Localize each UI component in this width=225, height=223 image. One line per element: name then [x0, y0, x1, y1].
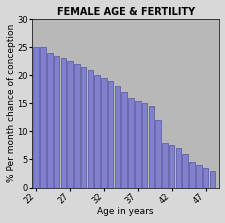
Bar — [101, 78, 106, 188]
Bar — [168, 145, 174, 188]
Bar — [128, 98, 133, 188]
Y-axis label: % Per month chance of conception: % Per month chance of conception — [7, 24, 16, 182]
Bar — [74, 64, 79, 188]
Bar — [195, 165, 201, 188]
Bar — [114, 87, 120, 188]
Bar — [134, 101, 140, 188]
Bar — [121, 92, 126, 188]
Bar — [33, 47, 39, 188]
Bar — [188, 162, 194, 188]
Bar — [54, 56, 59, 188]
Bar — [107, 81, 113, 188]
Bar — [155, 120, 160, 188]
X-axis label: Age in years: Age in years — [97, 207, 153, 216]
Bar — [141, 103, 147, 188]
Title: FEMALE AGE & FERTILITY: FEMALE AGE & FERTILITY — [56, 7, 194, 17]
Bar — [40, 47, 45, 188]
Bar — [182, 154, 187, 188]
Bar — [60, 58, 66, 188]
Bar — [148, 106, 153, 188]
Bar — [175, 148, 180, 188]
Bar — [87, 70, 93, 188]
Bar — [202, 168, 207, 188]
Bar — [81, 67, 86, 188]
Bar — [94, 75, 99, 188]
Bar — [209, 171, 214, 188]
Bar — [161, 143, 167, 188]
Bar — [67, 61, 72, 188]
Bar — [47, 53, 52, 188]
